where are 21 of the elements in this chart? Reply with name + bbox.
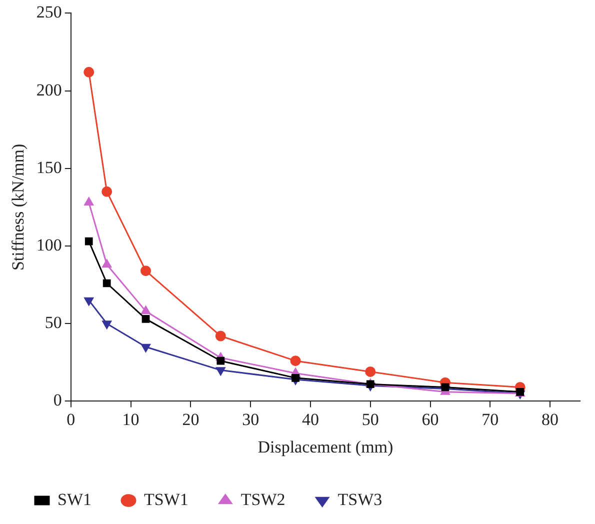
x-axis-title: Displacement (mm) (258, 437, 394, 456)
x-tick-label: 0 (66, 410, 76, 429)
y-tick-label: 50 (44, 313, 62, 332)
y-tick-label: 150 (36, 158, 62, 177)
legend-label: TSW3 (338, 490, 382, 509)
y-axis-title: Stiffness (kN/mm) (8, 144, 28, 271)
x-tick-label: 20 (182, 410, 200, 429)
y-tick-label: 100 (36, 235, 62, 254)
x-tick-label: 80 (542, 410, 559, 429)
y-tick-label: 200 (36, 80, 62, 100)
x-tick-label: 70 (482, 410, 499, 429)
legend-label: TSW2 (240, 490, 286, 509)
x-tick-label: 60 (422, 410, 439, 429)
x-tick-label: 40 (302, 410, 319, 429)
x-tick-label: 50 (362, 410, 379, 429)
x-tick-label: 30 (242, 410, 260, 429)
y-tick-label: 0 (53, 390, 62, 410)
legend-label: TSW1 (144, 490, 188, 509)
legend-label: SW1 (58, 490, 92, 509)
x-tick-label: 10 (122, 410, 140, 429)
y-tick-label: 250 (36, 2, 62, 22)
